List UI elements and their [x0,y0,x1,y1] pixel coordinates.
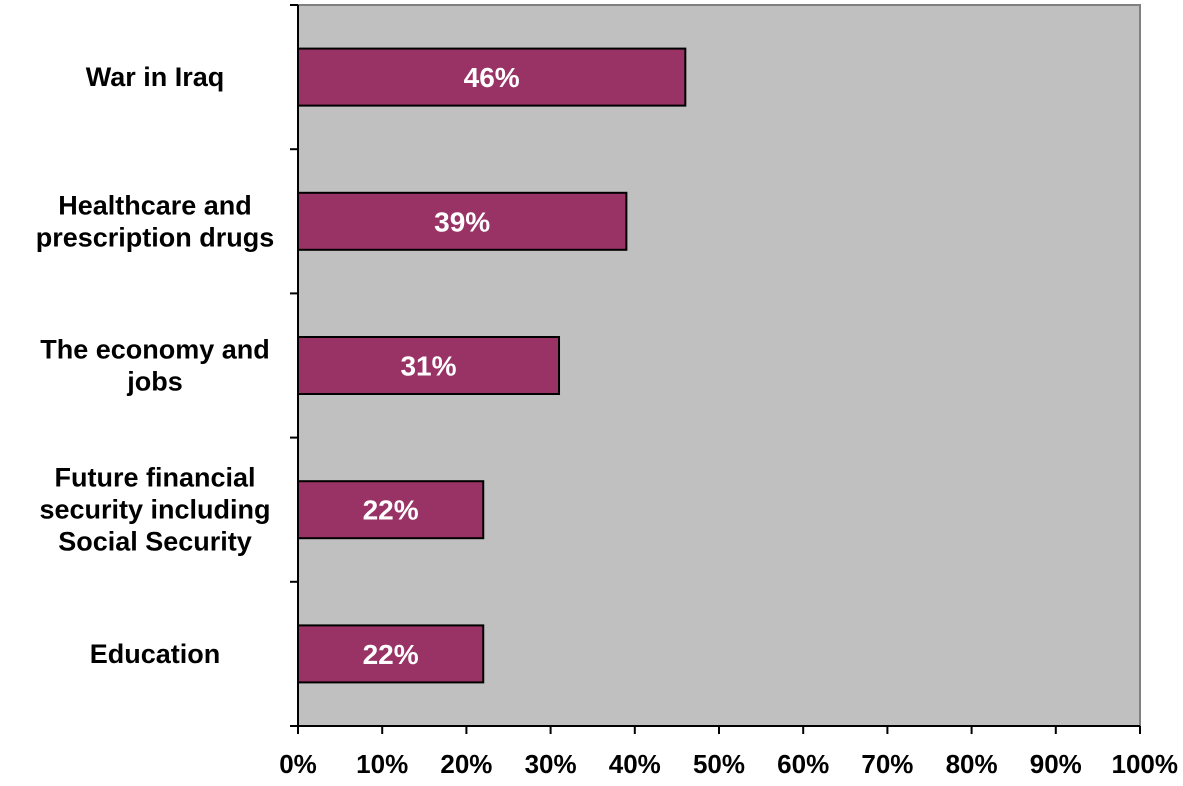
x-tick-label: 100% [1112,749,1179,779]
category-label: The economy and jobs [40,335,270,397]
x-tick-label: 10% [356,749,408,779]
category-label: Healthcare and prescription drugs [36,190,275,252]
data-label: 46% [464,62,520,93]
bar [297,336,561,395]
bar [297,191,628,251]
x-tick-label: 50% [693,749,745,779]
bars-group [297,47,687,684]
x-tick-label: 60% [777,749,829,779]
x-tick-label: 70% [861,749,913,779]
category-label: Education [90,639,221,669]
x-tick-label: 0% [279,749,317,779]
bar [297,480,485,540]
category-label: War in Iraq [86,62,225,92]
x-tick-label: 30% [525,749,577,779]
x-tick-label: 90% [1030,749,1082,779]
category-label: Future financial security including Social… [39,463,270,557]
data-label: 22% [363,495,419,526]
data-label: 39% [434,206,490,237]
bar [297,47,687,107]
x-tick-labels-group: 0% 10% 20% 30% 40% 50% 60% 70% 80% 90% 100% [279,749,1178,779]
x-tick-label: 80% [946,749,998,779]
data-labels-group: 46% 39% 31% 22% 22% [363,62,520,670]
data-label: 31% [400,351,456,382]
x-tick-label: 20% [440,749,492,779]
axes-group [290,4,1141,734]
data-label: 22% [363,639,419,670]
x-tick-label: 40% [609,749,661,779]
category-labels-group: War in Iraq Healthcare and prescription dr… [36,62,275,669]
